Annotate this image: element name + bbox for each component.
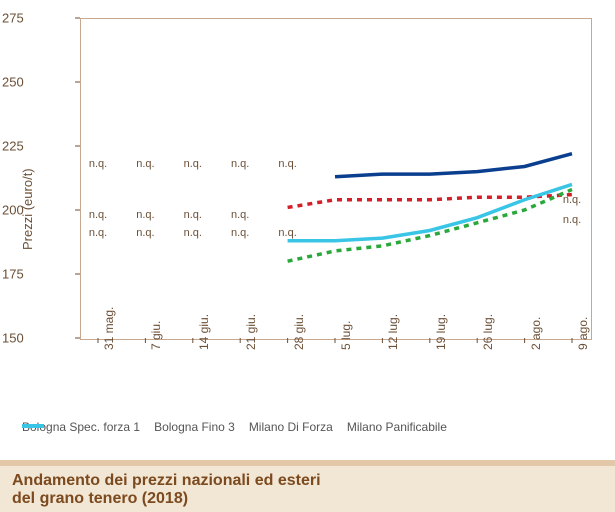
title-line-1: Andamento dei prezzi nazionali ed esteri — [12, 472, 603, 490]
legend-swatch — [22, 420, 44, 432]
x-tick-label: 9 ago. — [576, 317, 590, 350]
legend-label: Milano Panificabile — [347, 420, 447, 434]
nq-marker: n.q. — [184, 227, 202, 239]
legend-label: Bologna Fino 3 — [154, 420, 235, 434]
x-tick-label: 19 lug. — [434, 314, 448, 350]
x-tick-label: 31 mag. — [102, 307, 116, 350]
x-tick-label: 28 giu. — [292, 314, 306, 350]
nq-marker: n.q. — [231, 209, 249, 221]
legend: Bologna Spec. forza 1Bologna Fino 3Milan… — [22, 420, 447, 434]
nq-marker: n.q. — [136, 158, 154, 170]
x-tick-label: 2 ago. — [529, 317, 543, 350]
nq-marker: n.q. — [563, 214, 581, 226]
chart-title-panel: Andamento dei prezzi nazionali ed esteri… — [0, 466, 615, 512]
x-tick-label: 14 giu. — [197, 314, 211, 350]
chart-svg — [0, 0, 615, 512]
legend-item: Milano Di Forza — [249, 420, 333, 434]
x-tick-label: 7 giu. — [149, 321, 163, 350]
series-line — [288, 184, 572, 240]
nq-marker: n.q. — [89, 209, 107, 221]
nq-marker: n.q. — [231, 227, 249, 239]
nq-marker: n.q. — [184, 158, 202, 170]
nq-marker: n.q. — [184, 209, 202, 221]
series-line — [335, 154, 572, 177]
chart-container: Prezzi (euro/t) 150175200225250275 31 ma… — [0, 0, 615, 512]
nq-marker: n.q. — [89, 158, 107, 170]
legend-item: Milano Panificabile — [347, 420, 447, 434]
x-tick-label: 21 giu. — [244, 314, 258, 350]
legend-item: Bologna Fino 3 — [154, 420, 235, 434]
x-tick-label: 12 lug. — [386, 314, 400, 350]
x-tick-label: 5 lug. — [339, 321, 353, 350]
nq-marker: n.q. — [563, 194, 581, 206]
nq-marker: n.q. — [278, 227, 296, 239]
nq-marker: n.q. — [231, 158, 249, 170]
nq-marker: n.q. — [136, 227, 154, 239]
footer: Andamento dei prezzi nazionali ed esteri… — [0, 460, 615, 512]
nq-marker: n.q. — [278, 158, 296, 170]
nq-marker: n.q. — [89, 227, 107, 239]
x-tick-label: 26 lug. — [481, 314, 495, 350]
legend-label: Milano Di Forza — [249, 420, 333, 434]
nq-marker: n.q. — [136, 209, 154, 221]
title-line-2: del grano tenero (2018) — [12, 490, 603, 508]
